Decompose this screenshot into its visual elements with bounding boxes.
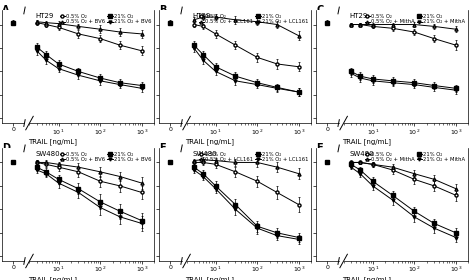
- Text: HT29: HT29: [36, 13, 54, 19]
- Text: B: B: [159, 5, 166, 15]
- Text: D: D: [2, 143, 10, 153]
- Y-axis label: viability [%]: viability [%]: [163, 46, 169, 88]
- Y-axis label: viability [%]: viability [%]: [319, 184, 327, 226]
- Text: C: C: [316, 5, 323, 15]
- Text: HT29: HT29: [350, 13, 368, 19]
- Y-axis label: viability [%]: viability [%]: [6, 46, 12, 88]
- Legend: 0.5% O₂, 0.5% O₂ + BV6, 21% O₂, 21% O₂ + BV6: 0.5% O₂, 0.5% O₂ + BV6, 21% O₂, 21% O₂ +…: [59, 13, 152, 25]
- Text: TRAIL [ng/mL]: TRAIL [ng/mL]: [28, 139, 77, 145]
- Y-axis label: viability [%]: viability [%]: [6, 184, 12, 226]
- Text: SW480: SW480: [36, 151, 60, 157]
- Legend: 0.5% O₂, 0.5% O₂ + LCL161, 21% O₂, 21% O₂ + LCL161: 0.5% O₂, 0.5% O₂ + LCL161, 21% O₂, 21% O…: [198, 151, 309, 163]
- Text: SW480: SW480: [193, 151, 218, 157]
- Text: TRAIL [ng/mL]: TRAIL [ng/mL]: [342, 139, 391, 145]
- Y-axis label: viability [%]: viability [%]: [163, 184, 169, 226]
- Text: TRAIL [ng/mL]: TRAIL [ng/mL]: [185, 276, 234, 280]
- Legend: 0.5% O₂, 0.5% O₂ + BV6, 21% O₂, 21% O₂ + BV6: 0.5% O₂, 0.5% O₂ + BV6, 21% O₂, 21% O₂ +…: [59, 151, 152, 163]
- Text: A: A: [2, 5, 9, 15]
- Text: TRAIL [ng/mL]: TRAIL [ng/mL]: [342, 276, 391, 280]
- Text: HT29: HT29: [193, 13, 211, 19]
- Legend: 0.5% O₂, 0.5% O₂ + MithA, 21% O₂, 21% O₂ + MithA: 0.5% O₂, 0.5% O₂ + MithA, 21% O₂, 21% O₂…: [364, 13, 466, 25]
- Y-axis label: viability [%]: viability [%]: [319, 46, 327, 88]
- Legend: 0.5% O₂, 0.5% O₂ + MithA, 21% O₂, 21% O₂ + MithA: 0.5% O₂, 0.5% O₂ + MithA, 21% O₂, 21% O₂…: [364, 151, 466, 163]
- Legend: 0.5% O₂, 0.5% O₂ + LCL161, 21% O₂, 21% O₂ + LCL161: 0.5% O₂, 0.5% O₂ + LCL161, 21% O₂, 21% O…: [198, 13, 309, 25]
- Text: SW480: SW480: [350, 151, 374, 157]
- Text: F: F: [316, 143, 323, 153]
- Text: TRAIL [ng/mL]: TRAIL [ng/mL]: [185, 139, 234, 145]
- Text: TRAIL [ng/mL]: TRAIL [ng/mL]: [28, 276, 77, 280]
- Text: E: E: [159, 143, 166, 153]
